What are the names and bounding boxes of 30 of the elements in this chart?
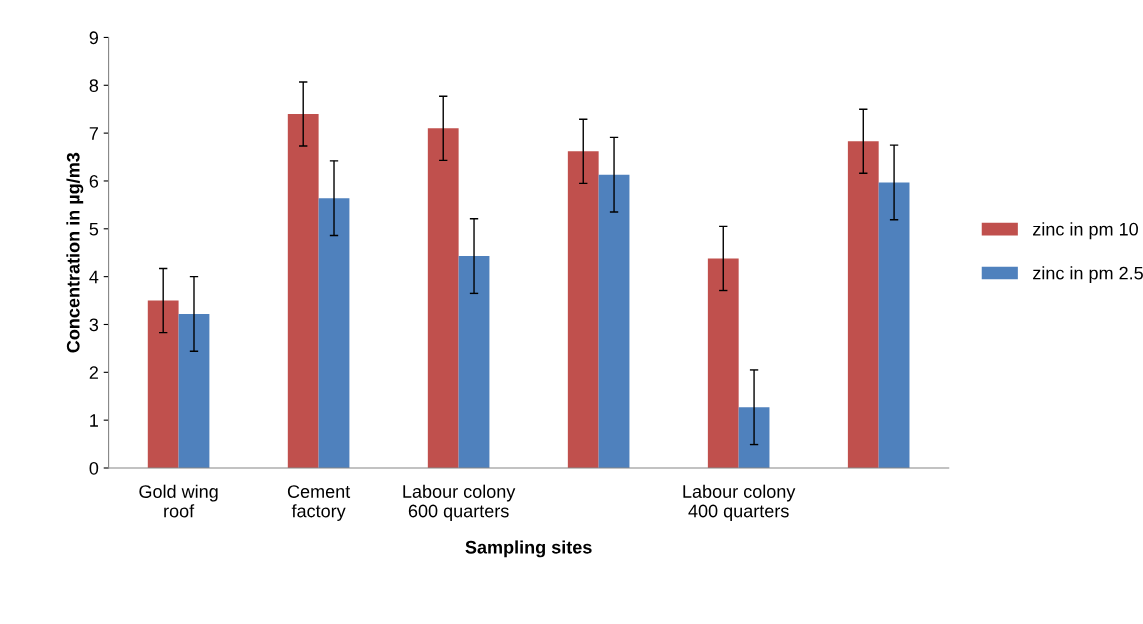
bar [318,198,350,468]
bar [178,313,210,468]
y-tick-label: 2 [89,366,98,379]
x-tick-label: Labour colony 400 quarters [683,484,796,521]
bar [738,407,770,468]
bar [878,182,910,468]
x-tick-label: Labour colony 600 quarters [403,484,516,521]
x-tick-label: Cement factory [287,485,351,521]
x-tick-label: Gold wing roof [139,484,218,518]
y-tick-label: 6 [89,174,99,188]
y-tick-label: 9 [89,31,99,45]
y-tick-label: 5 [89,222,99,236]
y-tick-label: 1 [90,414,98,427]
bar [147,300,179,468]
y-tick-label: 0 [89,461,99,475]
bar [707,258,739,468]
bar [427,128,459,468]
bar [287,113,319,468]
x-axis-title: Sampling sites [465,540,592,558]
bar [567,151,599,468]
y-tick-label: 3 [89,318,99,332]
y-tick-label: 8 [89,79,99,92]
legend-label: zinc in pm 2.5 [1033,266,1143,284]
bar [847,141,879,468]
y-axis-title: Concentration in µg/m3 [66,152,84,353]
legend-label: zinc in pm 10 [1033,222,1138,240]
bar [458,256,490,468]
bar [598,174,630,468]
y-tick-label: 4 [89,270,99,284]
y-tick-label: 7 [89,127,98,140]
